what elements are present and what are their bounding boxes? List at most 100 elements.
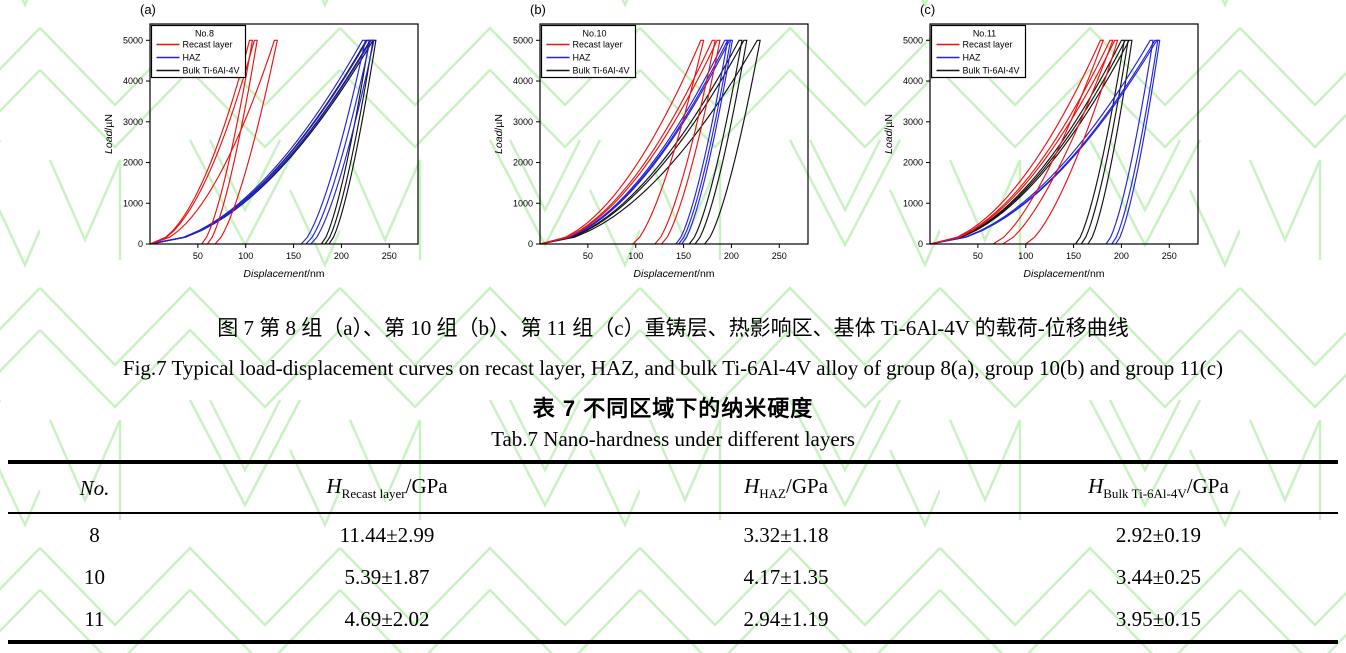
table-row: 11 4.69±2.02 2.94±1.19 3.95±0.15	[8, 598, 1338, 642]
legend-entry: Recast layer	[183, 40, 233, 50]
column-header-recast: HRecast layer/GPa	[326, 473, 448, 502]
cell-recast: 5.39±1.87	[344, 564, 430, 589]
curve-recast-layer	[149, 39, 258, 245]
x-axis-label: Displacement/nm	[633, 268, 714, 280]
column-header-haz: HHAZ/GPa	[744, 473, 828, 502]
curve-recast-layer	[539, 39, 705, 245]
plot-frame	[539, 23, 809, 245]
y-tick-label: 0	[138, 239, 143, 249]
y-tick-label: 1000	[123, 198, 143, 208]
figure-caption-zh: 图 7 第 8 组（a）、第 10 组（b）、第 11 组（c）重铸层、热影响区…	[217, 316, 1129, 340]
x-tick-label: 50	[193, 251, 203, 261]
x-tick-label: 150	[676, 251, 691, 261]
y-axis-label: Load/µN	[493, 114, 505, 154]
curve-bulk-ti-6al-4v	[539, 39, 743, 245]
legend-entry: HAZ	[573, 53, 592, 63]
legend-entry: Recast layer	[963, 40, 1013, 50]
curve-haz	[539, 39, 729, 245]
curve-bulk-ti-6al-4v	[539, 39, 748, 245]
cell-bulk: 2.92±0.19	[1115, 522, 1201, 547]
y-tick-label: 0	[528, 239, 533, 249]
x-tick-label: 150	[1066, 251, 1081, 261]
legend-entry: Bulk Ti-6Al-4V	[963, 66, 1020, 76]
curve-bulk-ti-6al-4v	[929, 39, 1133, 245]
panel-label: (a)	[140, 2, 156, 17]
x-tick-label: 100	[238, 251, 253, 261]
cell-no: 8	[89, 522, 100, 547]
curve-haz	[539, 39, 734, 245]
x-tick-label: 100	[628, 251, 643, 261]
x-tick-label: 200	[1114, 251, 1129, 261]
y-tick-label: 1000	[903, 198, 923, 208]
legend-box	[150, 24, 247, 79]
cell-bulk: 3.44±0.25	[1115, 564, 1201, 589]
cell-haz: 3.32±1.18	[743, 522, 829, 547]
legend-entry: Bulk Ti-6Al-4V	[183, 66, 240, 76]
plot-frame	[929, 23, 1199, 245]
curve-recast-layer	[149, 39, 254, 245]
panel-label: (c)	[920, 2, 935, 17]
legend-entry: HAZ	[183, 53, 202, 63]
x-tick-label: 200	[334, 251, 349, 261]
load-displacement-chart-b: (b) 50 100 150 200 250 0 1000 2000 3000 4000 5000 Di…	[488, 0, 878, 300]
legend-entry: Recast layer	[573, 40, 623, 50]
curve-haz	[929, 39, 1154, 245]
curve-recast-layer	[929, 39, 1105, 245]
y-tick-label: 2000	[513, 158, 533, 168]
curve-haz	[149, 39, 371, 245]
cell-no: 11	[84, 606, 105, 631]
y-tick-label: 5000	[123, 35, 143, 45]
y-axis-label: Load/µN	[103, 114, 115, 154]
table-title-zh: 表 7 不同区域下的纳米硬度	[532, 396, 814, 421]
cell-recast: 4.69±2.02	[344, 606, 430, 631]
legend-title: No.8	[195, 29, 214, 39]
y-tick-label: 4000	[123, 76, 143, 86]
x-tick-label: 250	[772, 251, 787, 261]
curve-recast-layer	[929, 39, 1114, 245]
y-tick-label: 0	[918, 239, 923, 249]
column-header-no: No.	[79, 475, 110, 500]
y-axis-label: Load/µN	[883, 114, 895, 154]
panel-label: (b)	[530, 2, 546, 17]
y-tick-label: 3000	[513, 117, 533, 127]
y-tick-label: 1000	[513, 198, 533, 208]
table-row: 10 5.39±1.87 4.17±1.35 3.44±0.25	[8, 556, 1338, 598]
cell-bulk: 3.95±0.15	[1115, 606, 1201, 631]
curve-recast-layer	[149, 39, 279, 245]
y-tick-label: 4000	[903, 76, 923, 86]
y-tick-label: 2000	[123, 158, 143, 168]
load-displacement-chart-a: (a) 50 100 150 200 250 0 1000 2000 3000 4000 5000 Di…	[98, 0, 488, 300]
curve-bulk-ti-6al-4v	[539, 39, 761, 245]
x-tick-label: 150	[286, 251, 301, 261]
curve-recast-layer	[539, 39, 721, 245]
figure-caption-en: Fig.7 Typical load-displacement curves o…	[122, 356, 1224, 380]
curve-bulk-ti-6al-4v	[929, 39, 1129, 245]
x-tick-label: 50	[973, 251, 983, 261]
y-tick-label: 3000	[903, 117, 923, 127]
curve-recast-layer	[539, 39, 716, 245]
legend-entry: HAZ	[963, 53, 982, 63]
cell-no: 10	[83, 564, 105, 589]
table-title-en: Tab.7 Nano-hardness under different laye…	[491, 427, 855, 451]
x-axis-label: Displacement/nm	[1023, 268, 1104, 280]
legend-entry: Bulk Ti-6Al-4V	[573, 66, 630, 76]
legend-box	[540, 24, 637, 79]
plot-frame	[149, 23, 419, 245]
x-tick-label: 100	[1018, 251, 1033, 261]
nano-hardness-table: No. HRecast layer/GPa HHAZ/GPa HBulk Ti-…	[8, 460, 1338, 644]
curve-haz	[149, 39, 375, 245]
cell-haz: 2.94±1.19	[743, 606, 829, 631]
x-axis-label: Displacement/nm	[243, 268, 324, 280]
x-tick-label: 50	[583, 251, 593, 261]
column-header-bulk: HBulk Ti-6Al-4V/GPa	[1088, 473, 1229, 502]
cell-haz: 4.17±1.35	[743, 564, 829, 589]
y-tick-label: 5000	[513, 35, 533, 45]
legend-box	[930, 24, 1027, 79]
table-row: 8 11.44±2.99 3.32±1.18 2.92±0.19	[8, 513, 1338, 556]
cell-recast: 11.44±2.99	[339, 522, 435, 547]
y-tick-label: 4000	[513, 76, 533, 86]
y-tick-label: 2000	[903, 158, 923, 168]
x-tick-label: 200	[724, 251, 739, 261]
y-tick-label: 3000	[123, 117, 143, 127]
